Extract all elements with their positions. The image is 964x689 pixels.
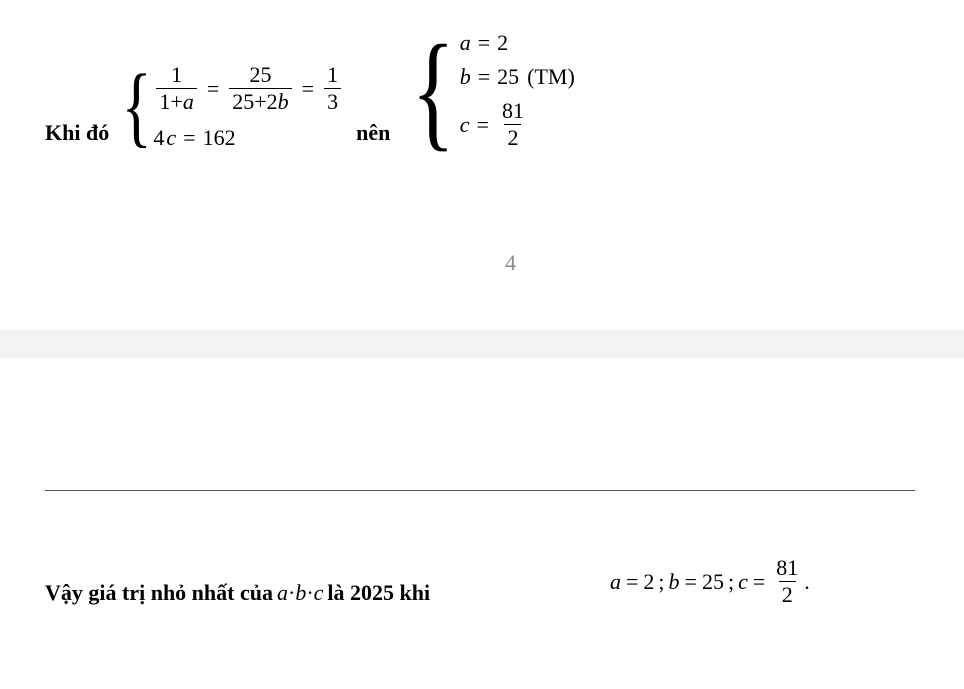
frac3-num: 1 [324,62,341,88]
sys1-row2: 4c = 162 [153,125,344,151]
gray-bar [0,330,964,358]
frac-c: 81 2 [499,98,527,151]
system-1-rows: 1 1+a = 25 25+2b = 1 3 [153,62,344,151]
conclusion-line: Vậy giá trị nhỏ nhất của a·b·c là 2025 k… [45,580,430,606]
sys2-row-b: b=25 (TM) [460,64,575,90]
eq-1: = [207,76,219,102]
sys2-row-c: c= 81 2 [460,98,575,151]
frac-2: 25 25+2b [229,62,291,115]
system-1: { 1 1+a = 25 25+2b = 1 [115,62,344,151]
eq-2: = [302,76,314,102]
sys1-row1: 1 1+a = 25 25+2b = 1 3 [153,62,344,115]
frac-3: 1 3 [324,62,341,115]
frac-1: 1 1+a [156,62,196,115]
conclusion-values: a=2; b=25; c= 81 2 . [610,555,810,608]
nen-text: nên [356,120,390,146]
khido-text: Khi đó [45,120,109,146]
page-number: 4 [505,250,516,276]
brace-left-2: { [412,52,456,130]
brace-left-1: { [122,80,152,134]
frac1-num: 1 [168,62,185,88]
frac3-den: 3 [324,88,341,115]
system-2: { a=2 b=25 (TM) c= 81 2 [402,30,574,151]
frac1-den: 1+a [156,88,196,115]
tm-note: (TM) [527,64,575,90]
sys2-row-a: a=2 [460,30,575,56]
conclusion-pre: Vậy giá trị nhỏ nhất của [45,580,273,606]
frac2-den: 25+2b [229,88,291,115]
system-2-rows: a=2 b=25 (TM) c= 81 2 [460,30,575,151]
conc-frac-c: 81 2 [773,555,801,608]
conclusion-mid: là 2025 khi [327,580,430,606]
frac2-num: 25 [246,62,274,88]
line-1: Khi đó { 1 1+a = 25 25+2b = [45,30,581,146]
expr-abc: a·b·c [277,580,323,606]
horizontal-rule [45,490,915,491]
